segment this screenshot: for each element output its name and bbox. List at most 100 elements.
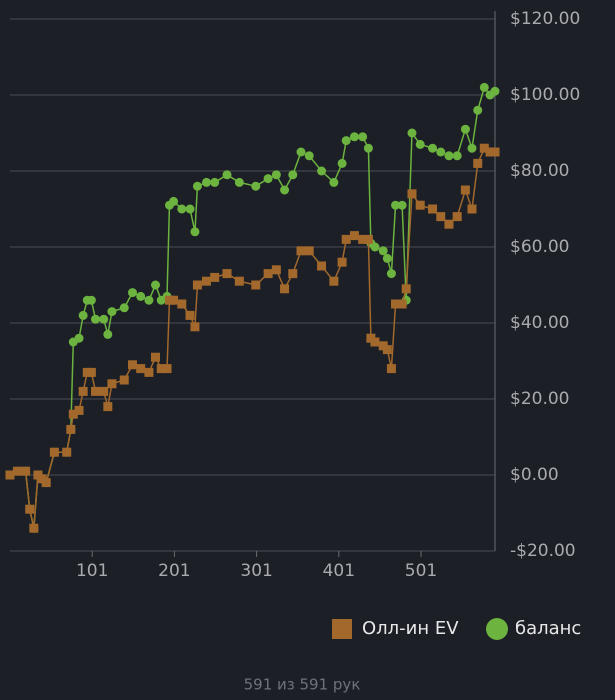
- legend-label: баланс: [515, 618, 581, 639]
- point: [192, 280, 202, 290]
- point: [296, 246, 306, 256]
- point: [90, 386, 100, 396]
- point: [363, 234, 373, 244]
- point: [460, 124, 470, 134]
- point: [177, 299, 187, 309]
- point: [401, 284, 411, 294]
- point: [151, 280, 160, 290]
- point: [74, 405, 84, 415]
- point: [12, 466, 22, 476]
- point: [280, 185, 290, 195]
- point: [288, 269, 298, 279]
- point: [460, 185, 470, 195]
- point: [144, 367, 154, 377]
- point: [288, 170, 298, 180]
- point: [222, 170, 232, 180]
- point: [99, 386, 109, 396]
- point: [90, 314, 100, 324]
- y-tick-label: $0.00: [510, 465, 559, 485]
- point: [185, 310, 195, 320]
- point: [263, 269, 273, 279]
- point: [78, 386, 88, 396]
- point: [428, 204, 438, 214]
- point: [317, 261, 327, 271]
- y-tick-label: $20.00: [510, 389, 569, 409]
- point: [62, 447, 72, 457]
- point: [296, 147, 306, 157]
- point: [119, 375, 129, 385]
- point: [136, 291, 146, 301]
- y-tick-label: $40.00: [510, 313, 569, 333]
- point: [304, 246, 314, 256]
- point: [490, 86, 500, 96]
- point: [467, 143, 477, 153]
- point: [86, 295, 96, 305]
- legend-label: Олл-ин EV: [362, 618, 459, 639]
- x-tick-label: 101: [76, 561, 108, 581]
- point: [144, 295, 154, 305]
- y-tick-label: $100.00: [510, 85, 580, 105]
- point: [358, 132, 368, 142]
- point: [317, 166, 327, 176]
- legend-marker: [486, 618, 508, 640]
- point: [473, 158, 483, 168]
- point: [185, 204, 195, 214]
- point: [370, 242, 380, 252]
- y-tick-label: $60.00: [510, 237, 569, 257]
- y-tick-label: -$20.00: [510, 541, 576, 561]
- point: [337, 257, 347, 267]
- point: [391, 200, 401, 210]
- point: [382, 253, 392, 263]
- point: [103, 329, 113, 339]
- point: [341, 136, 351, 146]
- point: [21, 466, 31, 476]
- point: [169, 295, 179, 305]
- point: [415, 139, 425, 149]
- point: [329, 276, 339, 286]
- point: [452, 212, 462, 222]
- point: [349, 231, 359, 241]
- point: [5, 470, 15, 480]
- point: [41, 478, 51, 488]
- point: [78, 310, 88, 320]
- point: [386, 269, 396, 279]
- point: [136, 364, 146, 374]
- point: [271, 265, 281, 275]
- point: [444, 219, 454, 229]
- point: [436, 147, 446, 157]
- point: [407, 128, 417, 138]
- point: [490, 147, 500, 157]
- point: [190, 322, 200, 332]
- point: [407, 189, 417, 199]
- point: [304, 151, 314, 161]
- point: [107, 307, 117, 317]
- footer: 591 из 591 рук: [244, 676, 361, 694]
- point: [452, 151, 462, 161]
- point: [192, 181, 202, 191]
- point: [151, 352, 160, 362]
- point: [68, 409, 78, 419]
- point: [271, 170, 281, 180]
- point: [329, 177, 339, 187]
- y-tick-label: $80.00: [510, 161, 569, 181]
- point: [473, 105, 483, 115]
- point: [210, 272, 220, 282]
- point: [479, 82, 489, 92]
- point: [341, 234, 351, 244]
- point: [49, 447, 59, 457]
- point: [210, 177, 220, 187]
- point: [177, 204, 187, 214]
- point: [358, 234, 368, 244]
- x-tick-label: 401: [323, 561, 355, 581]
- legend-marker: [332, 619, 352, 639]
- point: [74, 333, 84, 343]
- point: [201, 276, 211, 286]
- point: [444, 151, 454, 161]
- point: [222, 269, 232, 279]
- point: [428, 143, 438, 153]
- point: [169, 196, 179, 206]
- point: [127, 288, 137, 298]
- point: [99, 314, 109, 324]
